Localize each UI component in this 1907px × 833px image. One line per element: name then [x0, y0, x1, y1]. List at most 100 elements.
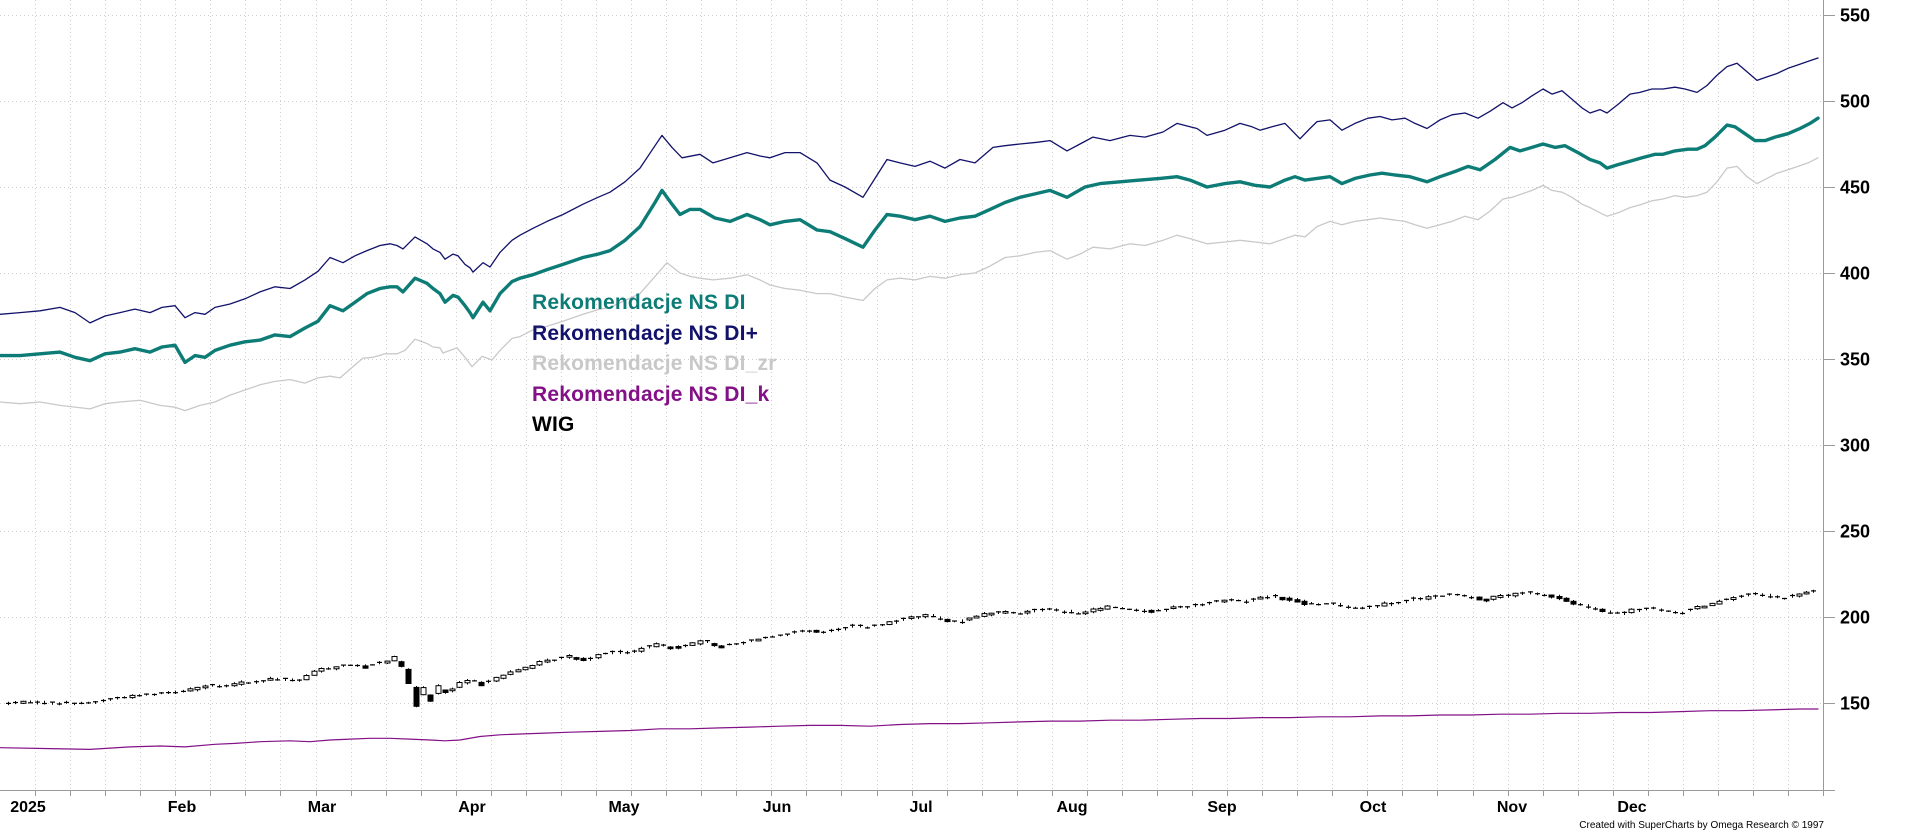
wig-candle-body	[1570, 600, 1577, 605]
wig-candle-body	[944, 618, 951, 623]
x-axis-label: Jul	[909, 799, 932, 816]
x-axis-label: Nov	[1497, 799, 1527, 816]
x-axis-label: Aug	[1056, 799, 1087, 816]
wig-candle-body	[202, 685, 209, 689]
wig-candle-body	[1548, 594, 1555, 598]
wig-candle-body	[689, 642, 696, 646]
wig-candle-body	[500, 674, 507, 679]
x-axis-label: Sep	[1207, 799, 1237, 816]
wig-candle-body	[1476, 596, 1483, 601]
wig-candle-body	[522, 666, 529, 671]
attribution-text: Created with SuperCharts by Omega Resear…	[1579, 820, 1824, 831]
wig-candle-body	[449, 688, 456, 692]
wig-candle-body	[653, 643, 660, 648]
wig-candle-body	[1701, 605, 1708, 609]
wig-candle-body	[966, 617, 973, 621]
wig-candle-body	[456, 682, 463, 688]
wig-candle-body	[981, 613, 988, 617]
wig-candle-body	[20, 700, 27, 704]
wig-candle-body	[536, 661, 543, 666]
wig-candle-body	[391, 656, 398, 662]
x-axis-label: Apr	[458, 799, 486, 816]
wig-candle-body	[267, 677, 274, 681]
wig-candle-body	[405, 668, 412, 685]
wig-candle-body	[544, 659, 551, 663]
wig-candle-body	[1497, 595, 1504, 598]
legend-item-wig: WIG	[532, 413, 575, 436]
wig-candle-body	[988, 612, 995, 616]
wig-candle-body	[384, 660, 391, 664]
wig-candle-body	[1490, 595, 1497, 600]
wig-candle-body	[442, 689, 449, 693]
wig-candle-body	[1716, 600, 1723, 605]
wig-candle-body	[311, 670, 318, 676]
wig-candle-body	[1709, 602, 1716, 607]
wig-candle-body	[1483, 598, 1490, 602]
x-axis-label: Jun	[763, 799, 791, 816]
wig-candle-body	[638, 647, 645, 652]
wig-candle-body	[333, 666, 340, 670]
wig-candle-body	[711, 643, 718, 647]
wig-candle-body	[420, 687, 427, 696]
wig-candle-body	[1090, 608, 1097, 613]
wig-candle-body	[573, 657, 580, 660]
wig-candle-body	[129, 694, 136, 699]
y-axis-label: 200	[1840, 608, 1870, 628]
wig-candle-body	[580, 657, 587, 662]
series-line-rekomendacje-ns-di	[0, 116, 1820, 365]
wig-candle-body	[566, 655, 573, 658]
wig-candle-body	[675, 646, 682, 649]
wig-candle-body	[1301, 600, 1308, 605]
wig-candle-body	[187, 688, 194, 692]
wig-candle-body	[515, 669, 522, 673]
wig-candle-body	[813, 629, 820, 633]
wig-candle-body	[1563, 597, 1570, 602]
legend-item-di-plus: Rekomendacje NS DI+	[532, 321, 759, 345]
wig-candle-body	[1257, 596, 1264, 600]
wig-candle-body	[697, 640, 704, 645]
x-axis-label: 2025	[10, 799, 46, 816]
x-axis-label: Oct	[1360, 799, 1387, 816]
wig-candle-body	[435, 685, 442, 694]
wig-candle-body	[1002, 611, 1009, 614]
wig-candle-body	[1628, 608, 1635, 614]
x-axis-label: Mar	[308, 799, 336, 816]
y-axis-label: 450	[1840, 178, 1870, 198]
wig-candle-body	[478, 681, 485, 687]
wig-candle-body	[908, 616, 915, 619]
wig-candle-body	[755, 638, 762, 642]
wig-candle-body	[1730, 597, 1737, 600]
wig-candle-body	[238, 681, 245, 685]
y-axis-label: 300	[1840, 436, 1870, 456]
wig-candle-body	[1148, 609, 1155, 613]
series-line-rekomendacje-ns-di-k	[0, 708, 1819, 750]
wig-candle-body	[1381, 602, 1388, 607]
wig-candle-body	[398, 661, 405, 667]
series-line-rekomendacje-ns-di-	[0, 57, 1819, 324]
wig-candle-body	[413, 686, 420, 707]
wig-candle-body	[1286, 597, 1293, 601]
wig-candle-body	[1104, 605, 1111, 610]
wig-candle-body	[529, 665, 536, 669]
y-axis-label: 350	[1840, 350, 1870, 370]
wig-candle-body	[318, 668, 325, 672]
wig-candle-body	[493, 676, 500, 682]
y-axis-label: 500	[1840, 92, 1870, 112]
series-line-rekomendacje-ns-di-zr	[0, 157, 1819, 412]
wig-candle-body	[1024, 610, 1031, 614]
wig-candle-body	[667, 646, 674, 650]
legend-item-di-zr: Rekomendacje NS DI_zr	[532, 352, 777, 375]
wig-candle-body	[1599, 608, 1606, 612]
wig-candle-body	[1796, 593, 1803, 597]
wig-candle-body	[362, 665, 369, 669]
wig-candle-body	[507, 671, 514, 675]
wig-candle-body	[1170, 606, 1177, 610]
wig-candle-body	[595, 654, 602, 659]
wig-candle-body	[1694, 606, 1701, 610]
chart-legend: Rekomendacje NS DI Rekomendacje NS DI+ R…	[532, 288, 777, 441]
legend-item-di-k: Rekomendacje NS DI_k	[532, 382, 770, 406]
wig-candle-body	[303, 675, 310, 681]
wig-candle-body	[973, 615, 980, 619]
